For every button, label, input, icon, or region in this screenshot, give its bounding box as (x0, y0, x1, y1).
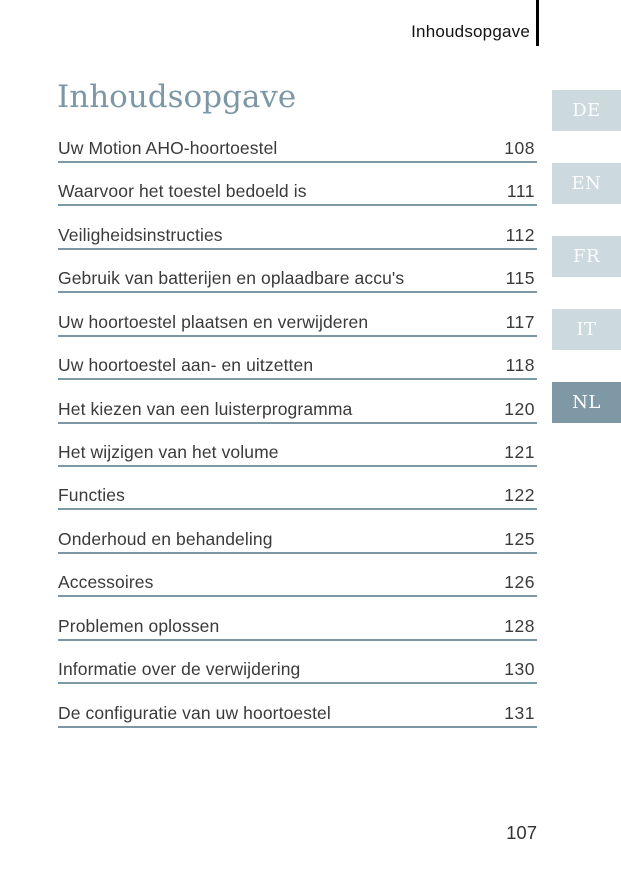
toc-entry-page-number: 121 (504, 442, 535, 462)
language-tab-nl[interactable]: NL (552, 382, 621, 423)
toc-entry-page-number: 126 (504, 572, 535, 593)
toc-entry[interactable]: Accessoires 126 (58, 554, 537, 598)
toc-entry-label: Informatie over de verwijdering (58, 659, 301, 680)
toc-entry-page-number: 122 (504, 485, 535, 506)
page-title: Inhoudsopgave (57, 79, 297, 115)
toc-entry-label: De configuratie van uw hoortoestel (58, 702, 331, 723)
toc-entry[interactable]: Uw hoortoestel aan- en uitzetten 118 (58, 337, 537, 381)
toc-entry-page-number: 117 (505, 311, 535, 332)
toc-entry-label: Veiligheidsinstructies (58, 224, 223, 245)
toc-entry-page-number: 130 (504, 659, 535, 680)
toc-entry-page-number: 128 (504, 615, 535, 636)
toc-entry[interactable]: Waarvoor het toestel bedoeld is 111 (58, 163, 537, 207)
toc-entry[interactable]: Het wijzigen van het volume 121 (58, 424, 537, 467)
toc-list: Uw Motion AHO-hoortoestel 108 Waarvoor h… (58, 120, 537, 728)
language-tab-bar: DE EN FR IT NL (552, 90, 621, 455)
toc-entry[interactable]: Het kiezen van een luisterprogramma 120 (58, 380, 537, 424)
toc-entry-page-number: 125 (504, 528, 535, 549)
running-header-title: Inhoudsopgave (411, 22, 530, 41)
toc-entry[interactable]: Uw Motion AHO-hoortoestel 108 (58, 120, 537, 163)
toc-entry[interactable]: De configuratie van uw hoortoestel 131 (58, 684, 537, 728)
header-divider-bar (536, 0, 539, 46)
toc-entry-page-number: 118 (505, 355, 535, 376)
toc-entry[interactable]: Problemen oplossen 128 (58, 597, 537, 641)
language-tab-de[interactable]: DE (552, 90, 621, 131)
toc-entry[interactable]: Veiligheidsinstructies 112 (58, 206, 537, 250)
toc-entry-label: Functies (58, 485, 125, 506)
toc-entry-label: Uw hoortoestel aan- en uitzetten (58, 355, 314, 376)
language-tab-en[interactable]: EN (552, 163, 621, 204)
toc-entry-page-number: 111 (506, 181, 535, 202)
toc-entry-label: Problemen oplossen (58, 615, 220, 636)
toc-entry-label: Waarvoor het toestel bedoeld is (58, 181, 307, 202)
toc-entry[interactable]: Informatie over de verwijdering 130 (58, 641, 537, 685)
language-tab-it[interactable]: IT (552, 309, 621, 350)
toc-entry[interactable]: Functies 122 (58, 467, 537, 511)
toc-entry-page-number: 108 (504, 137, 535, 158)
toc-entry-label: Accessoires (58, 572, 154, 593)
toc-entry[interactable]: Gebruik van batterijen en oplaadbare acc… (58, 250, 537, 294)
toc-entry-page-number: 115 (505, 268, 535, 289)
page-number: 107 (506, 822, 537, 843)
toc-entry-label: Het kiezen van een luisterprogramma (58, 398, 353, 419)
toc-entry-label: Uw hoortoestel plaatsen en verwijderen (58, 311, 369, 332)
toc-entry-label: Onderhoud en behandeling (58, 528, 273, 549)
toc-entry-label: Gebruik van batterijen en oplaadbare acc… (58, 268, 405, 289)
toc-entry-page-number: 131 (504, 702, 535, 723)
toc-entry-page-number: 120 (504, 398, 535, 419)
toc-entry-page-number: 112 (505, 224, 535, 245)
toc-entry-label: Het wijzigen van het volume (58, 442, 279, 462)
language-tab-fr[interactable]: FR (552, 236, 621, 277)
toc-entry[interactable]: Onderhoud en behandeling 125 (58, 510, 537, 554)
toc-entry-label: Uw Motion AHO-hoortoestel (58, 137, 278, 158)
toc-entry[interactable]: Uw hoortoestel plaatsen en verwijderen 1… (58, 293, 537, 337)
